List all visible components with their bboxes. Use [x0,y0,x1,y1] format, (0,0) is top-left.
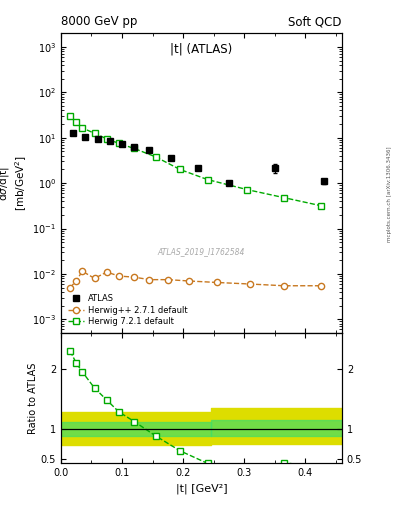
Text: 8000 GeV pp: 8000 GeV pp [61,15,137,28]
Text: |t| (ATLAS): |t| (ATLAS) [170,42,233,55]
Y-axis label: Ratio to ATLAS: Ratio to ATLAS [28,362,38,434]
Legend: ATLAS, Herwig++ 2.7.1 default, Herwig 7.2.1 default: ATLAS, Herwig++ 2.7.1 default, Herwig 7.… [65,292,190,329]
Y-axis label: d$\sigma$/d|t|
[mb/GeV$^2$]: d$\sigma$/d|t| [mb/GeV$^2$] [0,155,29,211]
Text: ATLAS_2019_I1762584: ATLAS_2019_I1762584 [158,248,245,257]
Text: Soft QCD: Soft QCD [288,15,342,28]
X-axis label: |t| [GeV²]: |t| [GeV²] [176,484,227,494]
Text: mcplots.cern.ch [arXiv:1306.3436]: mcplots.cern.ch [arXiv:1306.3436] [387,147,392,242]
